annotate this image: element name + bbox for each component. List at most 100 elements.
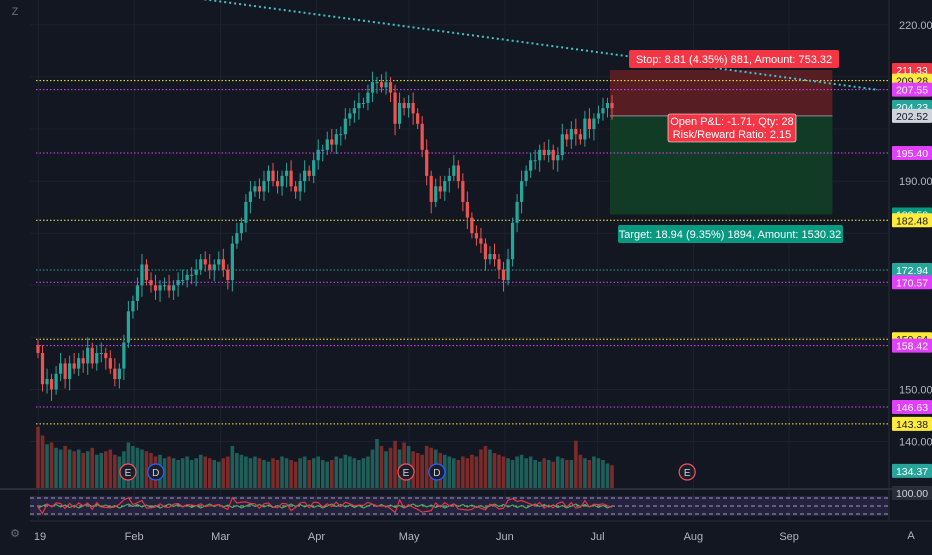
trendline[interactable] (26, 0, 879, 91)
volume-bar (551, 461, 556, 488)
volume-bar (221, 458, 226, 488)
candle-body (488, 254, 492, 260)
x-tick-label: 19 (34, 531, 46, 543)
volume-bar (94, 454, 99, 488)
candle-body (257, 186, 262, 192)
auto-scale-button[interactable]: A (907, 530, 915, 542)
volume-bar (262, 460, 266, 488)
volume-bar (216, 461, 221, 488)
volume-bar (470, 454, 474, 488)
price-label-bg (892, 62, 932, 77)
volume-bar (488, 449, 492, 488)
volume-bar (76, 449, 81, 488)
volume-bar (271, 458, 275, 488)
candle-body (280, 175, 284, 187)
candle-body (483, 243, 488, 260)
volume-bar (474, 456, 479, 488)
volume-bar (533, 460, 537, 488)
x-tick-label: Apr (308, 531, 325, 543)
candle-body (393, 92, 397, 124)
candle-body (461, 181, 465, 202)
candle-body (99, 352, 103, 354)
volume-bar (58, 449, 63, 488)
candle-body (569, 129, 573, 140)
volume-bar (415, 453, 420, 488)
candle-body (149, 280, 153, 286)
candle-body (334, 134, 338, 145)
volume-bar (307, 460, 311, 488)
candlestick-series (36, 71, 614, 401)
price-label-bg (892, 486, 932, 500)
volume-bar (528, 456, 533, 488)
earnings-marker (119, 463, 137, 481)
volume-bar (510, 460, 515, 488)
candle-body (452, 165, 456, 176)
volume-bar (565, 460, 569, 488)
candle-body (312, 160, 316, 176)
volume-bar (501, 456, 506, 488)
left-toolbar-top-icon[interactable]: Z (11, 6, 19, 18)
volume-bar (479, 449, 483, 488)
volume-bar (81, 453, 85, 488)
candle-body (131, 300, 135, 312)
volume-bar (298, 458, 302, 488)
volume-bar (67, 449, 72, 488)
candle-body (565, 134, 569, 140)
target-label: Target: 18.94 (9.35%) 1894, Amount: 1530… (619, 229, 842, 241)
candle-body (271, 170, 275, 182)
volume-bar (352, 458, 357, 488)
candle-body (86, 347, 90, 364)
volume-bar (54, 447, 58, 488)
volume-bar (90, 447, 95, 488)
candle-body (113, 368, 117, 380)
volume-bar (583, 458, 587, 488)
volume-bar (497, 454, 501, 488)
candle-body (275, 181, 280, 187)
volume-bar (465, 458, 470, 488)
candle-body (470, 217, 474, 234)
target-label-bg (618, 225, 843, 243)
volume-bar (203, 456, 208, 488)
volume-bar (207, 458, 212, 488)
dividend-marker (428, 463, 446, 481)
price-axis[interactable]: 220.00190.00150.00140.00211.33209.28207.… (892, 20, 932, 500)
candle-body (429, 175, 433, 202)
candle-body (438, 186, 442, 192)
earnings-marker-label: E (684, 468, 691, 479)
candle-body (294, 186, 298, 192)
candle-body (465, 201, 469, 218)
candle-body (158, 285, 162, 291)
volume-bar (36, 426, 40, 488)
candle-body (474, 233, 479, 239)
candle-body (36, 345, 40, 353)
candle-body (203, 259, 207, 265)
candle-body (40, 352, 45, 385)
candle-body (212, 264, 216, 270)
price-label: 143.38 (896, 419, 928, 431)
candle-body (407, 102, 411, 109)
volume-bar (194, 458, 198, 488)
candle-body (605, 102, 610, 109)
candle-body (574, 129, 578, 135)
candle-body (194, 269, 198, 275)
volume-bar (560, 458, 565, 488)
x-tick-label: Sep (779, 531, 799, 543)
time-axis[interactable]: 19 Feb Mar Apr May Jun Jul Aug Sep (34, 531, 799, 543)
volume-bar (253, 456, 257, 488)
candle-body (533, 160, 537, 162)
x-tick-label: May (399, 531, 420, 543)
candle-body (583, 118, 587, 140)
candle-body (226, 269, 230, 281)
volume-bar (275, 460, 280, 488)
candle-body (122, 342, 126, 369)
candle-body (524, 170, 528, 182)
left-toolbar-settings-icon[interactable]: ⚙ (10, 528, 20, 540)
volume-bar (587, 460, 592, 488)
stop-label: Stop: 8.81 (4.35%) 881, Amount: 753.32 (636, 54, 832, 66)
candle-body (411, 102, 415, 114)
candle-body (244, 201, 248, 223)
volume-bar (230, 446, 235, 488)
